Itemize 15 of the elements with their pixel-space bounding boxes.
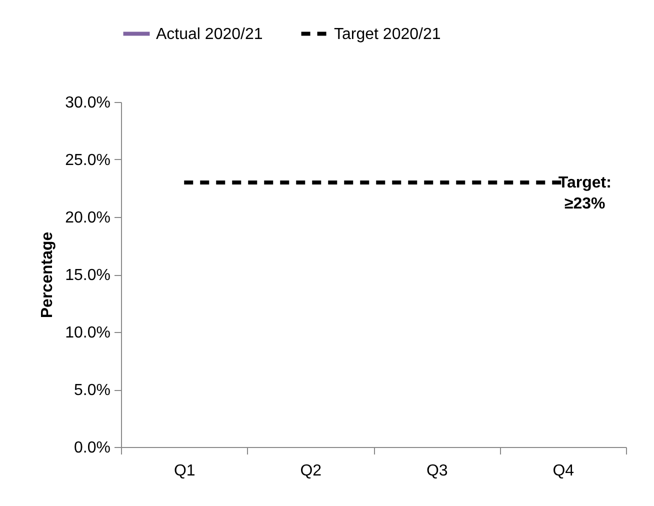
y-tick-label: 30.0% — [65, 94, 110, 112]
legend-label: Actual 2020/21 — [156, 26, 263, 43]
y-tick-label: 0.0% — [74, 440, 110, 456]
x-tick-label: Q4 — [552, 462, 574, 480]
y-axis-title: Percentage — [39, 232, 56, 318]
y-tick-label: 5.0% — [74, 382, 110, 399]
annotation: Target: ≥23% — [558, 174, 612, 212]
x-tick-label: Q2 — [300, 462, 322, 480]
y-tick-label: 15.0% — [65, 267, 110, 284]
x-tick-label: Q3 — [426, 462, 448, 480]
x-tick-label: Q1 — [174, 462, 196, 480]
y-tick-label: 10.0% — [65, 324, 110, 342]
legend-label: Target 2020/21 — [334, 26, 441, 43]
y-tick-label: 20.0% — [65, 210, 110, 226]
y-tick-label: 25.0% — [65, 152, 110, 169]
